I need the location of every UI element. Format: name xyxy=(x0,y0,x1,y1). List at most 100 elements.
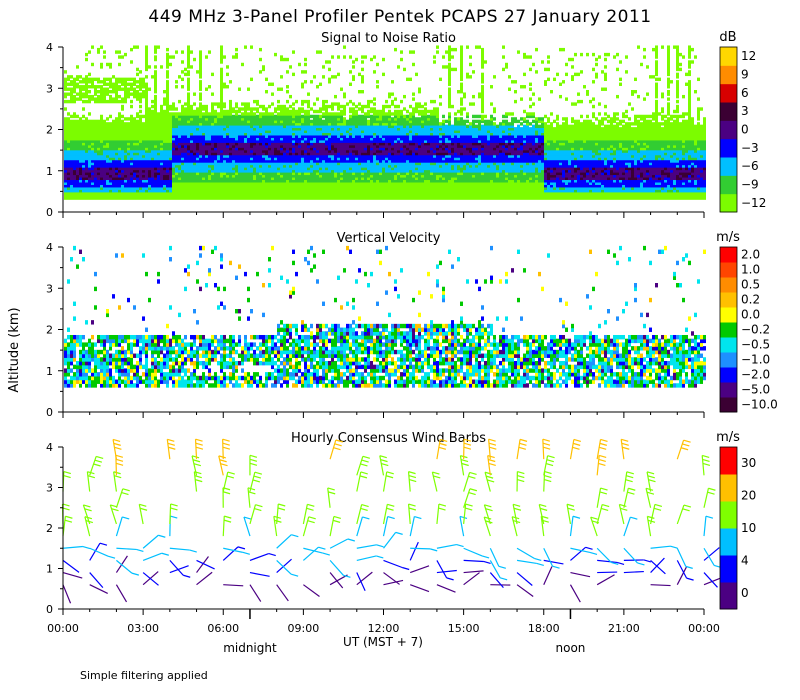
colorbar-label: −12 xyxy=(741,196,766,210)
x-marker-noon: noon xyxy=(556,641,586,655)
colorbar-label: 6 xyxy=(741,86,749,100)
colorbar-swatch xyxy=(720,247,737,263)
x-tick-label: 15:00 xyxy=(448,622,480,635)
colorbar-swatch xyxy=(720,367,737,383)
colorbar-label: 30 xyxy=(741,456,756,470)
colorbar-swatch xyxy=(720,307,737,323)
colorbar-frame xyxy=(719,46,738,213)
panel-3-data xyxy=(61,438,723,604)
colorbar-swatch xyxy=(720,83,737,103)
colorbar-swatch xyxy=(720,382,737,398)
y-tick-label: 2 xyxy=(46,324,53,337)
colorbar-label: 0 xyxy=(741,123,749,137)
colorbar-label: 0.2 xyxy=(741,293,760,307)
panel-2-title: Vertical Velocity xyxy=(337,231,441,246)
colorbar-label: 0.0 xyxy=(741,308,760,322)
y-tick-label: 4 xyxy=(46,241,53,254)
colorbar-unit: dB xyxy=(719,30,736,45)
y-tick-label: 0 xyxy=(46,206,53,219)
y-tick-label: 1 xyxy=(46,165,53,178)
y-tick-label: 0 xyxy=(46,406,53,419)
colorbar-label: −5.0 xyxy=(741,383,770,397)
colorbar-label: 1.0 xyxy=(741,263,760,277)
panel-1-title: Signal to Noise Ratio xyxy=(321,31,456,46)
colorbar-swatch xyxy=(720,292,737,308)
colorbar-swatch xyxy=(720,555,737,583)
colorbar-swatch xyxy=(720,157,737,176)
colorbar-label: 9 xyxy=(741,68,749,82)
colorbar-swatch xyxy=(720,397,737,413)
colorbar-label: −6 xyxy=(741,159,759,173)
panel-3-title: Hourly Consensus Wind Barbs xyxy=(291,431,486,446)
x-tick-label: 00:00 xyxy=(688,622,720,635)
colorbar-swatch xyxy=(720,501,737,529)
colorbar-swatch xyxy=(720,277,737,293)
x-tick-label: 18:00 xyxy=(528,622,560,635)
colorbar-swatch xyxy=(720,120,737,140)
x-tick-label: 09:00 xyxy=(288,622,320,635)
panel-2-colorbar: 2.01.00.50.20.0−0.2−0.5−1.0−2.0−5.0−10.0… xyxy=(716,230,778,413)
colorbar-swatch xyxy=(720,65,737,85)
colorbar-unit: m/s xyxy=(716,230,740,245)
x-tick-label: 21:00 xyxy=(608,622,640,635)
colorbar-label: −9 xyxy=(741,178,759,192)
colorbar-swatch xyxy=(720,447,737,475)
panel-3-colorbar: 30 20 10 4 0 m/s xyxy=(716,430,756,610)
panel-2-data xyxy=(64,245,706,388)
colorbar-label: −2.0 xyxy=(741,368,770,382)
x-tick-label: 06:00 xyxy=(207,622,239,635)
colorbar-label: −0.5 xyxy=(741,338,770,352)
colorbar-label: 0 xyxy=(741,586,749,600)
colorbar-swatch xyxy=(720,528,737,556)
y-tick-label: 1 xyxy=(46,563,53,576)
y-tick-label: 3 xyxy=(46,282,53,295)
colorbar-label: 10 xyxy=(741,521,756,535)
y-tick-label: 4 xyxy=(46,41,53,54)
panel-1-colorbar: 12 9 6 3 0 −3 −6 −9 −12 dB xyxy=(719,30,766,213)
colorbar-swatch xyxy=(720,47,737,66)
colorbar-swatch xyxy=(720,352,737,368)
x-tick-label: 00:00 xyxy=(47,622,79,635)
colorbar-label: 3 xyxy=(741,104,749,118)
y-tick-label: 2 xyxy=(46,522,53,535)
panels: Signal to Noise Ratio01234129630−3−6−9−1… xyxy=(46,30,778,655)
y-tick-label: 4 xyxy=(46,441,53,454)
x-tick-label: 12:00 xyxy=(368,622,400,635)
colorbar-swatch xyxy=(720,138,737,158)
colorbar-label: −10.0 xyxy=(741,398,778,412)
y-tick-label: 1 xyxy=(46,365,53,378)
footnote: Simple filtering applied xyxy=(80,669,208,682)
colorbar-frame xyxy=(719,446,738,610)
colorbar-frame xyxy=(719,246,738,413)
colorbar-swatch xyxy=(720,582,737,610)
y-tick-label: 0 xyxy=(46,603,53,616)
colorbar-unit: m/s xyxy=(716,430,740,445)
colorbar-label: 20 xyxy=(741,489,756,503)
colorbar-swatch xyxy=(720,474,737,502)
colorbar-label: −0.2 xyxy=(741,323,770,337)
colorbar-swatch xyxy=(720,262,737,278)
colorbar-swatch xyxy=(720,102,737,121)
x-marker-midnight: midnight xyxy=(223,641,277,655)
y-axis-label: Altitude (km) xyxy=(7,307,22,392)
colorbar-swatch xyxy=(720,193,737,213)
figure-title: 449 MHz 3-Panel Profiler Pentek PCAPS 27… xyxy=(148,7,651,27)
colorbar-label: −3 xyxy=(741,141,759,155)
panel-1-data xyxy=(64,45,706,200)
colorbar-swatch xyxy=(720,322,737,338)
y-tick-label: 3 xyxy=(46,82,53,95)
y-tick-label: 2 xyxy=(46,124,53,137)
y-tick-label: 3 xyxy=(46,482,53,495)
colorbar-swatch xyxy=(720,175,737,195)
panel-1: Signal to Noise Ratio01234129630−3−6−9−1… xyxy=(46,30,766,219)
colorbar-swatch xyxy=(720,337,737,353)
colorbar-label: 4 xyxy=(741,553,749,567)
colorbar-label: 12 xyxy=(741,49,756,63)
colorbar-label: 2.0 xyxy=(741,248,760,262)
panel-3: Hourly Consensus Wind Barbs 0 1 2 3 4 30 20 10 4 0… xyxy=(46,430,756,616)
x-tick-label: 03:00 xyxy=(127,622,159,635)
x-axis-label: UT (MST + 7) xyxy=(343,635,423,649)
colorbar-label: −1.0 xyxy=(741,353,770,367)
